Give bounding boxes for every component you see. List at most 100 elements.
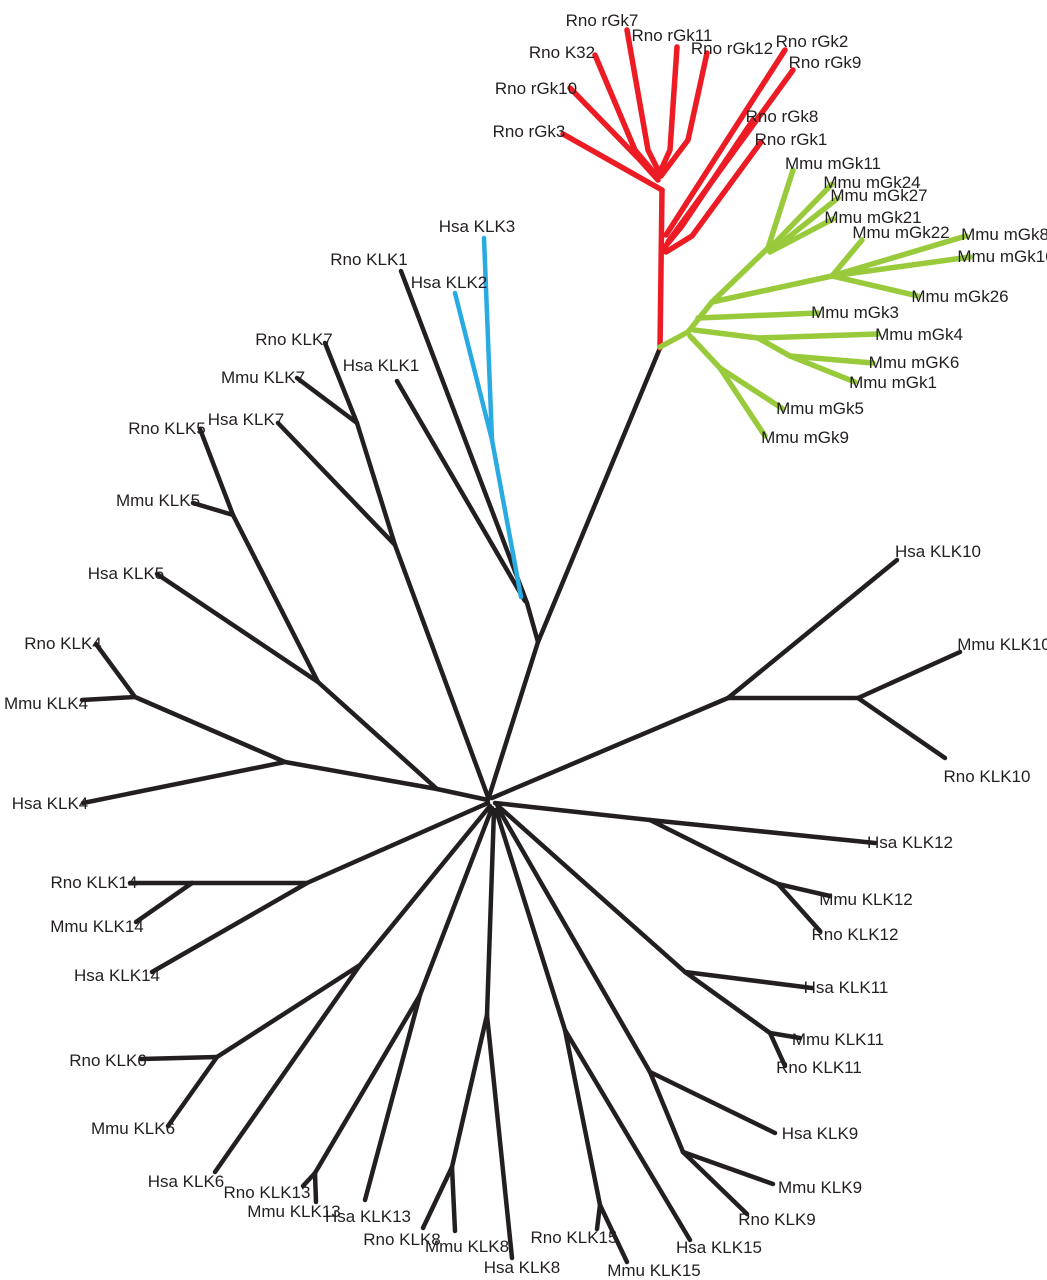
taxon-label: Mmu mGK6 bbox=[869, 353, 960, 372]
taxon-label: Mmu mGk27 bbox=[830, 186, 927, 205]
branch-edge-red bbox=[592, 52, 659, 178]
branch-edge-red bbox=[658, 50, 710, 179]
taxon-label: Mmu mGk9 bbox=[761, 428, 849, 447]
branch-edge-black bbox=[165, 1054, 220, 1129]
branch-edge-black bbox=[647, 1069, 778, 1136]
taxon-label: Hsa KLK2 bbox=[411, 273, 488, 292]
branch-edge-black bbox=[417, 805, 495, 998]
taxon-label: Mmu KLK5 bbox=[116, 491, 200, 510]
taxon-label: Hsa KLK6 bbox=[148, 1172, 225, 1191]
taxon-label: Rno rGk7 bbox=[566, 11, 639, 30]
branch-edge-black bbox=[138, 1054, 220, 1062]
taxon-label: Rno KLK12 bbox=[812, 925, 899, 944]
taxon-label: Mmu mGk11 bbox=[785, 154, 881, 173]
taxon-label: Hsa KLK7 bbox=[208, 410, 285, 429]
taxon-label: Rno KLK11 bbox=[776, 1058, 862, 1077]
branch-edge-green bbox=[717, 365, 768, 439]
branch-edge-black bbox=[647, 817, 781, 887]
branch-edge-green bbox=[766, 181, 835, 252]
taxon-label: Mmu mGk26 bbox=[911, 287, 1008, 306]
taxon-label: Hsa KLK10 bbox=[895, 542, 981, 561]
taxon-label: Rno KLK15 bbox=[531, 1228, 618, 1247]
branch-edge-black bbox=[354, 420, 398, 548]
branch-edge-green bbox=[829, 273, 921, 299]
taxon-label: Rno rGk3 bbox=[493, 122, 566, 141]
branch-edge-green bbox=[687, 333, 723, 371]
taxon-label: Mmu mGk4 bbox=[875, 325, 963, 344]
taxon-label: Mmu KLK10 bbox=[957, 635, 1047, 654]
branch-edge-black bbox=[420, 1164, 455, 1231]
taxon-label: Mmu KLK14 bbox=[50, 917, 144, 936]
taxon-label: Rno rGk9 bbox=[789, 53, 862, 72]
branch-edge-black bbox=[775, 881, 823, 934]
branch-edge-green bbox=[709, 245, 771, 305]
branch-edge-black bbox=[132, 694, 288, 765]
taxon-label: Rno KLK1 bbox=[330, 250, 408, 269]
taxon-label: Hsa KLK14 bbox=[74, 966, 160, 985]
branch-edge-green bbox=[755, 331, 881, 341]
taxon-label: Hsa KLK13 bbox=[325, 1207, 411, 1226]
branch-edge-black bbox=[767, 1030, 803, 1041]
branch-edge-black bbox=[562, 1027, 603, 1208]
branch-edge-black bbox=[493, 807, 568, 1033]
branch-edge-black bbox=[214, 962, 363, 1060]
branch-edge-black bbox=[680, 1149, 776, 1187]
taxon-label: Hsa KLK3 bbox=[439, 217, 516, 236]
branch-edge-black bbox=[154, 571, 321, 685]
branch-edge-black bbox=[492, 800, 653, 823]
branch-edge-black bbox=[282, 759, 440, 792]
taxon-label: Mmu mGk8 bbox=[961, 225, 1047, 244]
branch-edge-red bbox=[663, 139, 764, 255]
branch-edge-green bbox=[695, 310, 821, 321]
taxon-label: Hsa KLK5 bbox=[88, 564, 165, 583]
branch-edge-black bbox=[489, 695, 731, 801]
branch-edge-red bbox=[560, 131, 665, 193]
branch-edge-green bbox=[787, 353, 876, 366]
branch-edge-black bbox=[197, 426, 236, 518]
taxon-label: Hsa KLK11 bbox=[804, 978, 889, 997]
branch-edge-black bbox=[494, 802, 688, 975]
taxon-label: Mmu KLK8 bbox=[425, 1237, 509, 1256]
branch-edge-black bbox=[562, 1027, 693, 1243]
branch-edge-red bbox=[657, 187, 665, 351]
taxon-label: Mmu mGk22 bbox=[852, 223, 949, 242]
branch-edge-black bbox=[680, 1149, 750, 1217]
taxon-label: Mmu mGk3 bbox=[811, 303, 899, 322]
taxon-label: Rno KLK8 bbox=[363, 1230, 441, 1249]
branch-edge-green bbox=[657, 299, 715, 350]
taxon-label: Rno KLK4 bbox=[24, 634, 102, 653]
branch-edge-black bbox=[357, 803, 493, 968]
branch-edge-green bbox=[717, 365, 786, 412]
taxon-label: Mmu mGk21 bbox=[824, 208, 921, 227]
taxon-label: Hsa KLK1 bbox=[343, 356, 420, 375]
branch-edge-black bbox=[647, 817, 878, 846]
branch-edge-black bbox=[775, 881, 833, 899]
taxon-label: Mmu KLK7 bbox=[221, 368, 305, 387]
branch-edge-black bbox=[398, 268, 530, 606]
taxon-label: Mmu KLK11 bbox=[792, 1030, 884, 1049]
branch-edge-black bbox=[725, 557, 900, 701]
taxon-label: Hsa KLK9 bbox=[782, 1124, 859, 1143]
branch-edge-black bbox=[322, 340, 360, 426]
branch-edge-black bbox=[149, 880, 310, 975]
branch-edge-green bbox=[755, 335, 793, 359]
taxon-label: Rno rGk10 bbox=[495, 79, 577, 98]
branch-edge-black bbox=[484, 807, 497, 1018]
branch-edge-black bbox=[133, 880, 195, 925]
taxon-label: Rno rGk1 bbox=[755, 130, 828, 149]
branch-edge-red bbox=[624, 27, 662, 175]
taxon-label: Mmu KLK13 bbox=[247, 1202, 341, 1221]
branch-edge-black bbox=[230, 512, 321, 685]
taxon-label: Mmu KLK4 bbox=[4, 694, 88, 713]
taxon-label: Mmu KLK9 bbox=[778, 1178, 862, 1197]
branch-edge-black bbox=[190, 500, 236, 518]
taxon-label: Hsa KLK4 bbox=[12, 794, 89, 813]
branch-edge-black bbox=[682, 969, 815, 991]
branch-edge-black bbox=[767, 1030, 788, 1069]
taxon-label: Rno rGk11 bbox=[632, 26, 713, 45]
taxon-label: Rno rGk12 bbox=[691, 39, 773, 58]
taxon-label: Mmu KLK6 bbox=[91, 1119, 175, 1138]
